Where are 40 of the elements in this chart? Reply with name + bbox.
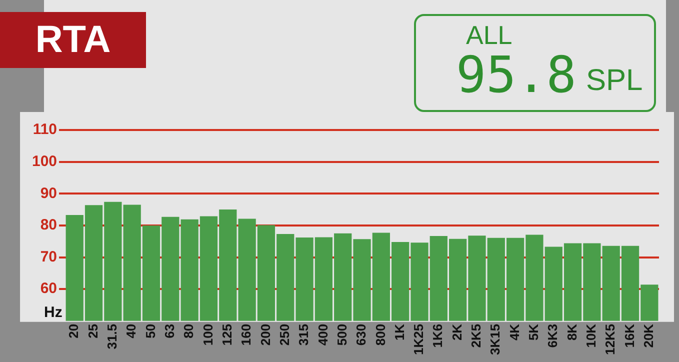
x-tick-label: 80 [181,324,196,338]
x-axis-title: Hz [44,304,62,321]
y-tick-label: 100 [32,152,58,170]
x-tick-label: 12K5 [602,324,618,355]
x-tick-label: 160 [238,324,254,346]
x-tick-label: 400 [315,324,330,346]
x-tick-label: 6K3 [545,324,560,348]
x-tick-label: 4K [506,323,522,341]
y-tick-label: 110 [32,121,58,138]
x-tick-label: 2K [449,323,464,341]
x-tick-label: 31.5 [104,324,120,350]
x-tick-label: 200 [258,324,273,346]
x-tick-label: 1K6 [430,324,446,348]
text: SPL [586,64,643,98]
x-tick-label: 2K5 [468,324,484,348]
x-tick-label: 5K [526,323,542,341]
x-tick-label: 500 [334,324,350,346]
y-tick-label: 60 [40,280,58,298]
x-tick-label: 3K15 [488,324,503,355]
x-tick-label: 100 [200,324,216,346]
x-tick-label: 20 [66,324,82,338]
x-tick-label: 10K [584,323,599,348]
y-tick-label: 70 [40,248,58,266]
x-tick-label: 20K [641,323,656,348]
x-tick-label: 1K [392,323,407,341]
x-tick-label: 16K [622,323,637,348]
x-tick-label: 800 [372,324,388,346]
x-tick-label: 250 [276,324,292,346]
x-tick-label: 1K25 [411,324,426,355]
y-tick-label: 90 [40,184,58,202]
x-tick-label: 315 [296,324,312,346]
x-tick-label: 25 [85,324,100,338]
x-tick-label: 63 [162,324,177,338]
x-tick-label: 40 [124,324,139,338]
x-tick-label: 8K [564,323,580,341]
x-tick-label: 50 [142,324,158,338]
x-tick-label: 125 [219,324,234,346]
chart-title: RTA [0,12,146,68]
x-tick-label: 630 [354,324,369,346]
y-tick-label: 80 [40,216,58,234]
